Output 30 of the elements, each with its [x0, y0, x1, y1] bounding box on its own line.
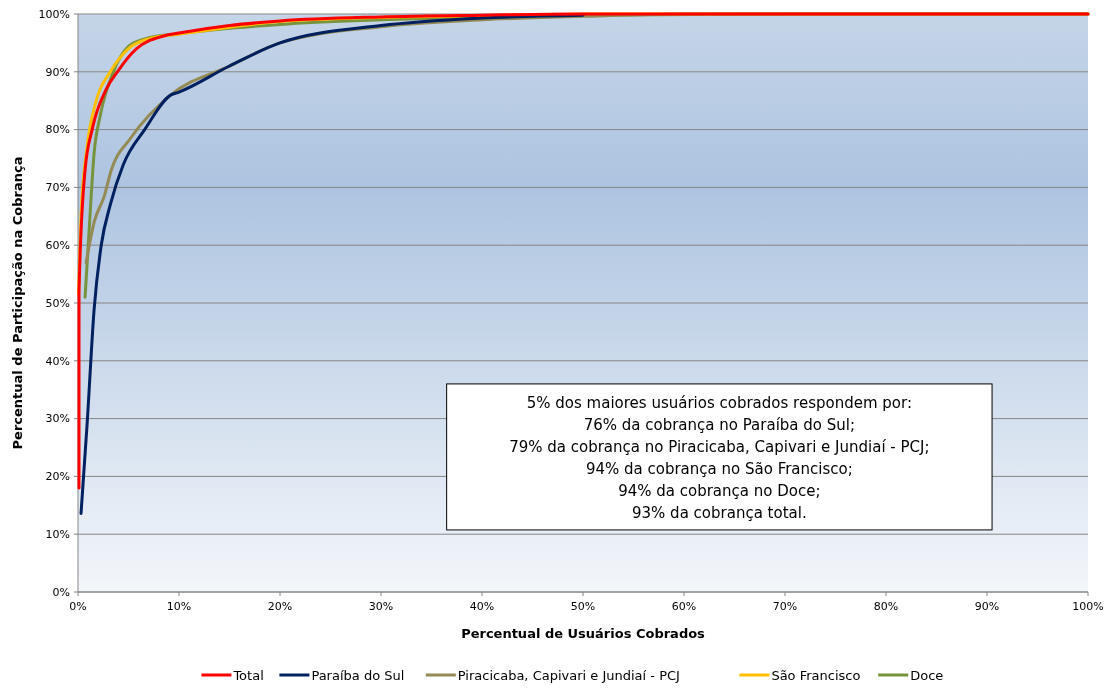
legend-label: Total — [232, 668, 264, 683]
y-tick-label: 80% — [45, 123, 70, 137]
x-tick-label: 70% — [772, 600, 798, 613]
x-tick-label: 10% — [166, 600, 192, 613]
legend-label: São Francisco — [771, 668, 861, 683]
legend-label: Doce — [910, 668, 944, 683]
y-tick-label: 70% — [45, 181, 70, 195]
x-axis-title: Percentual de Usuários Cobrados — [461, 626, 706, 641]
x-tick-label: 0% — [69, 600, 87, 613]
y-axis-title: Percentual de Participação na Cobrança — [10, 156, 25, 450]
y-tick-label: 20% — [45, 470, 70, 484]
x-tick-label: 80% — [873, 600, 899, 613]
x-tick-label: 100% — [1072, 600, 1104, 613]
x-tick-label: 20% — [267, 600, 293, 613]
y-tick-label: 30% — [45, 412, 70, 426]
x-tick-label: 90% — [974, 600, 1000, 613]
x-tick-label: 30% — [368, 600, 394, 613]
y-tick-label: 90% — [45, 65, 70, 79]
annotation: 5% dos maiores usuários cobrados respondem por: 76% da cobrança no Paraíba do Sul; 79% da cobrança no Piracicaba, Capivari e Jundiaí - PCJ; 94% da cobrança no São Francisco; 94% da cobrança no Doce; 93% da cobrança total. — [509, 393, 930, 522]
legend-label: Piracicaba, Capivari e Jundiaí - PCJ — [457, 668, 680, 683]
y-tick-label: 60% — [45, 239, 70, 253]
x-tick-label: 50% — [570, 600, 596, 613]
x-tick-label: 40% — [469, 600, 495, 613]
legend-label: Paraíba do Sul — [311, 668, 405, 683]
y-tick-label: 10% — [45, 528, 70, 542]
y-tick-label: 40% — [45, 354, 70, 368]
y-tick-label: 50% — [45, 296, 70, 310]
y-tick-label: 0% — [52, 585, 70, 599]
x-tick-label: 60% — [671, 600, 697, 613]
y-tick-label: 100% — [38, 7, 70, 21]
